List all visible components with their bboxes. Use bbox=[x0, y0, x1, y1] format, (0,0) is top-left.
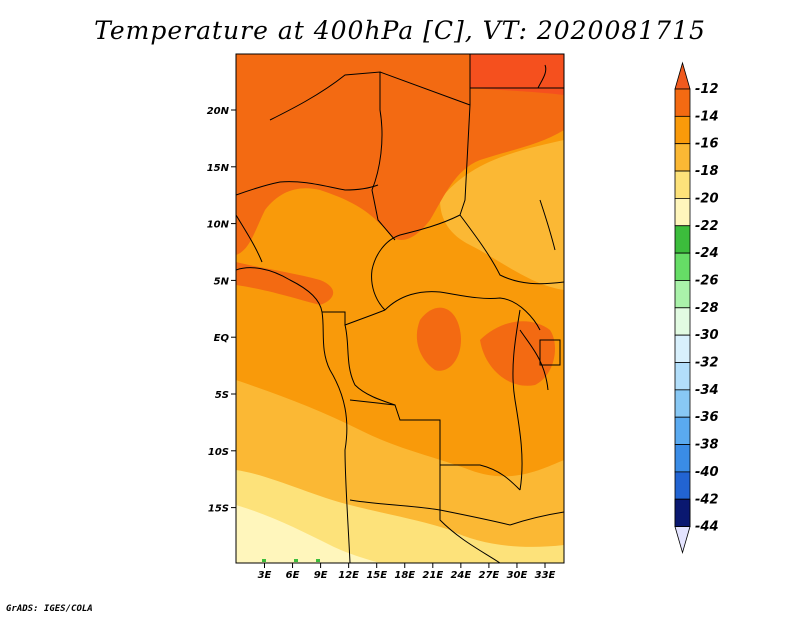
lat-tick-label: 5S bbox=[215, 390, 229, 401]
border-sahel bbox=[236, 181, 379, 196]
border-ethiopia bbox=[539, 199, 556, 251]
colorbar-bin bbox=[674, 88, 691, 117]
colorbar-bin bbox=[674, 280, 691, 309]
field-band-16-18-east bbox=[440, 140, 564, 290]
field-band-12-14-central bbox=[416, 307, 461, 371]
colorbar-label: -38 bbox=[695, 438, 719, 453]
colorbar-label: -30 bbox=[695, 328, 719, 343]
lon-tick-label: 6E bbox=[286, 570, 300, 581]
coastline-southwest-africa bbox=[321, 311, 351, 563]
colorbar-bin bbox=[674, 252, 691, 281]
lon-tick-label: 12E bbox=[338, 570, 359, 581]
lon-tick-label: 24E bbox=[450, 570, 471, 581]
colorbar-label: -18 bbox=[695, 164, 719, 179]
colorbar-label: -36 bbox=[695, 410, 719, 425]
field-speck bbox=[316, 559, 320, 562]
lon-tick-label: 21E bbox=[422, 570, 443, 581]
border-niger-chad bbox=[269, 71, 396, 241]
field-warmest bbox=[470, 54, 564, 95]
coastline-west-africa bbox=[236, 267, 323, 313]
colorbar-bin bbox=[674, 471, 691, 500]
colorbar-bin bbox=[674, 115, 691, 145]
river-nile-delta bbox=[537, 64, 547, 89]
colorbar-bin bbox=[674, 416, 691, 445]
colorbar-label: -40 bbox=[695, 465, 719, 480]
border-east-lakes bbox=[512, 309, 523, 491]
colorbar-label: -34 bbox=[695, 383, 719, 398]
lon-tick-label: 15E bbox=[366, 570, 387, 581]
colorbar-label: -20 bbox=[695, 191, 719, 206]
border-angola-drc bbox=[349, 399, 521, 491]
lake-victoria bbox=[539, 339, 561, 366]
map-title: Temperature at 400hPa [C], VT: 202008171… bbox=[94, 16, 706, 45]
lon-tick-label: 27E bbox=[479, 570, 500, 581]
border-chad-sudan bbox=[379, 71, 471, 216]
lat-tick-label: 10S bbox=[208, 447, 229, 458]
colorbar-label: -28 bbox=[695, 301, 719, 316]
longitude-axis: 3E 6E 9E 12E 15E 18E 21E 24E 27E 30E 33E bbox=[258, 563, 556, 581]
field-band-12-14-lakes bbox=[480, 321, 555, 386]
colorbar-label: -26 bbox=[695, 273, 719, 288]
field-band-20-22 bbox=[236, 505, 380, 563]
colorbar-label: -42 bbox=[695, 492, 719, 507]
country-borders bbox=[236, 54, 564, 563]
colorbar-bin bbox=[674, 307, 691, 336]
colorbar-bin bbox=[674, 362, 691, 391]
colorbar-bin bbox=[674, 389, 691, 418]
lon-tick-label: 30E bbox=[507, 570, 528, 581]
border-drc-north bbox=[384, 291, 541, 331]
lat-tick-label: 20N bbox=[207, 106, 230, 117]
colorbar-bin bbox=[674, 170, 691, 199]
colorbar-bin bbox=[674, 143, 691, 172]
colorbar-bin bbox=[674, 197, 691, 227]
lon-tick-label: 9E bbox=[314, 570, 328, 581]
border-kenya-tanzania bbox=[519, 329, 549, 391]
colorbar-legend: -12 -14 -16 -18 -20 -22 -24 -26 -28 -30 -32 -34 -36 -… bbox=[674, 61, 719, 555]
lat-tick-label: 5N bbox=[214, 276, 230, 287]
colorbar-bin bbox=[674, 225, 691, 254]
colorbar-label: -14 bbox=[695, 109, 719, 124]
border-south-sudan bbox=[459, 214, 564, 285]
field-band-12-14 bbox=[236, 54, 564, 255]
lat-tick-label: EQ bbox=[214, 333, 230, 344]
temperature-field bbox=[236, 54, 564, 563]
colorbar-top-arrow bbox=[674, 61, 691, 90]
lon-tick-label: 3E bbox=[258, 570, 272, 581]
colorbar-bin bbox=[674, 334, 691, 363]
colorbar-label: -24 bbox=[695, 246, 719, 261]
field-band-12-14-coast bbox=[236, 262, 334, 305]
colorbar-bottom-arrow bbox=[674, 526, 691, 555]
border-congo-drc bbox=[344, 324, 396, 406]
lat-tick-label: 10N bbox=[207, 220, 230, 231]
colorbar-bin bbox=[674, 444, 691, 473]
lon-tick-label: 33E bbox=[535, 570, 556, 581]
border-zambia bbox=[439, 465, 501, 563]
border-west-coast-north bbox=[236, 214, 263, 263]
map-frame bbox=[235, 53, 565, 564]
grads-credit: GrADS: IGES/COLA bbox=[6, 604, 93, 614]
lon-tick-label: 18E bbox=[394, 570, 415, 581]
field-speck bbox=[262, 559, 266, 562]
colorbar-label: -32 bbox=[695, 356, 719, 371]
colorbar-label: -16 bbox=[695, 137, 719, 152]
latitude-axis: 20N 15N 10N 5N EQ 5S 10S 15S bbox=[207, 106, 236, 515]
field-speck bbox=[294, 559, 298, 562]
border-car bbox=[371, 214, 461, 311]
colorbar-label: -12 bbox=[695, 82, 719, 97]
lat-tick-label: 15S bbox=[208, 504, 229, 515]
colorbar-bin-deep bbox=[674, 498, 691, 528]
lat-tick-label: 15N bbox=[207, 163, 230, 174]
border-mozambique bbox=[509, 511, 564, 526]
colorbar-label: -44 bbox=[695, 520, 719, 535]
border-egypt bbox=[470, 87, 564, 95]
colorbar-label: -22 bbox=[695, 219, 719, 234]
